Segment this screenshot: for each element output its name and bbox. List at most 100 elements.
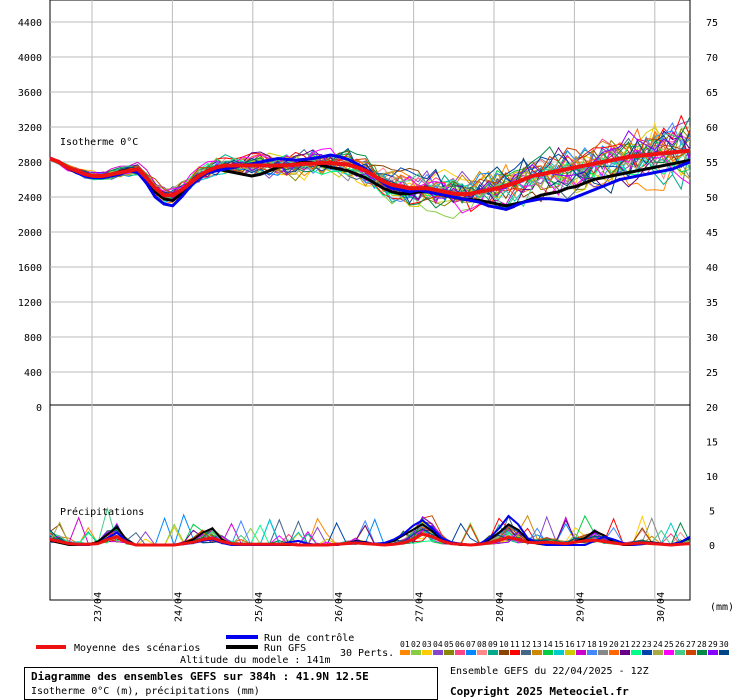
member-swatch bbox=[631, 650, 641, 655]
member-number: 16 bbox=[565, 640, 575, 649]
member-swatch bbox=[664, 650, 674, 655]
members-label: 30 Perts. bbox=[340, 648, 394, 659]
footer-info-box: Diagramme des ensembles GEFS sur 384h : … bbox=[24, 667, 438, 700]
member-swatch bbox=[609, 650, 619, 655]
member-swatch bbox=[708, 650, 718, 655]
member-number: 04 bbox=[433, 640, 443, 649]
member-swatch bbox=[422, 650, 432, 655]
member-number: 24 bbox=[653, 640, 663, 649]
y-left-tick: 800 bbox=[24, 333, 42, 344]
member-swatch bbox=[400, 650, 410, 655]
y-left-tick: 1200 bbox=[18, 298, 42, 309]
member-swatch bbox=[620, 650, 630, 655]
member-swatch bbox=[455, 650, 465, 655]
y-left-tick: 2000 bbox=[18, 228, 42, 239]
isotherm-label: Isotherme 0°C bbox=[60, 137, 138, 148]
y-right-tick: 75 bbox=[706, 18, 718, 29]
y-left-tick: 2400 bbox=[18, 193, 42, 204]
precip-label: Précipitations bbox=[60, 506, 144, 518]
member-number: 30 bbox=[719, 640, 729, 649]
y-right-tick: 70 bbox=[706, 53, 718, 64]
member-swatch bbox=[719, 650, 729, 655]
x-date-label: 26/04 bbox=[334, 592, 345, 622]
ensemble-date: Ensemble GEFS du 22/04/2025 - 12Z bbox=[450, 666, 649, 677]
copyright: Copyright 2025 Meteociel.fr bbox=[450, 685, 629, 698]
footer-subtitle: Isotherme 0°C (m), précipitations (mm) bbox=[31, 686, 260, 697]
member-number: 28 bbox=[697, 640, 707, 649]
y-right-tick: 30 bbox=[706, 333, 718, 344]
member-number: 07 bbox=[466, 640, 476, 649]
member-color-key: 01 02 03 04 05 06 07 08 09 10 11 12 13 14 15 16 17 18 19 20… bbox=[400, 640, 729, 655]
member-swatch bbox=[565, 650, 575, 655]
member-number: 13 bbox=[532, 640, 542, 649]
member-isotherm-line bbox=[49, 114, 691, 213]
member-swatch bbox=[444, 650, 454, 655]
precip-right-tick: 5 bbox=[709, 507, 715, 518]
member-number: 23 bbox=[642, 640, 652, 649]
member-swatch bbox=[411, 650, 421, 655]
y-right-tick: 35 bbox=[706, 298, 718, 309]
member-swatch bbox=[653, 650, 663, 655]
member-number: 17 bbox=[576, 640, 586, 649]
y-left-tick: 2800 bbox=[18, 158, 42, 169]
member-swatch bbox=[488, 650, 498, 655]
y-right-tick: 60 bbox=[706, 123, 718, 134]
axis-labels-layer: 4400400036003200280024002000160012008004… bbox=[18, 18, 718, 622]
member-swatch bbox=[521, 650, 531, 655]
x-date-label: 25/04 bbox=[254, 592, 265, 622]
x-date-label: 29/04 bbox=[575, 592, 586, 622]
y-left-tick: 1600 bbox=[18, 263, 42, 274]
member-number: 27 bbox=[686, 640, 696, 649]
member-swatch bbox=[598, 650, 608, 655]
member-swatch bbox=[543, 650, 553, 655]
y-left-tick: 3200 bbox=[18, 123, 42, 134]
footer-title: Diagramme des ensembles GEFS sur 384h : … bbox=[31, 670, 369, 683]
upper-panel-frame bbox=[49, 0, 691, 406]
legend-control-label: Run de contrôle bbox=[264, 632, 354, 644]
member-swatch bbox=[554, 650, 564, 655]
member-number: 08 bbox=[477, 640, 487, 649]
member-swatch bbox=[532, 650, 542, 655]
member-number: 10 bbox=[499, 640, 509, 649]
legend-gfs-label: Run GFS bbox=[264, 643, 306, 654]
member-number: 25 bbox=[664, 640, 674, 649]
member-swatch bbox=[433, 650, 443, 655]
member-number: 03 bbox=[422, 640, 432, 649]
main-lines-layer bbox=[49, 148, 691, 547]
member-number: 26 bbox=[675, 640, 685, 649]
y-right-tick: 50 bbox=[706, 193, 718, 204]
y-right-tick: 20 bbox=[706, 403, 718, 414]
x-date-label: 27/04 bbox=[415, 592, 426, 622]
member-number: 21 bbox=[620, 640, 630, 649]
lower-panel-frame bbox=[49, 404, 691, 601]
y-right-tick: 25 bbox=[706, 368, 718, 379]
x-date-label: 28/04 bbox=[495, 592, 506, 622]
gfs-isotherm-line bbox=[49, 157, 691, 208]
y-left-tick: 3600 bbox=[18, 88, 42, 99]
member-swatch bbox=[642, 650, 652, 655]
y-left-tick: 4400 bbox=[18, 18, 42, 29]
precip-right-tick: 15 bbox=[706, 438, 718, 449]
member-number: 06 bbox=[455, 640, 465, 649]
member-swatch bbox=[477, 650, 487, 655]
y-left-tick: 0 bbox=[36, 403, 42, 414]
y-right-tick: 45 bbox=[706, 228, 718, 239]
member-swatch bbox=[697, 650, 707, 655]
member-swatch bbox=[510, 650, 520, 655]
member-swatch bbox=[576, 650, 586, 655]
member-number: 02 bbox=[411, 640, 421, 649]
member-number: 01 bbox=[400, 640, 410, 649]
member-number: 05 bbox=[444, 640, 454, 649]
member-swatch bbox=[466, 650, 476, 655]
mean-isotherm-line bbox=[49, 148, 691, 198]
altitude-text: Altitude du modele : 141m bbox=[180, 655, 331, 666]
y-right-tick: 40 bbox=[706, 263, 718, 274]
y-right-tick: 55 bbox=[706, 158, 718, 169]
member-number: 09 bbox=[488, 640, 498, 649]
member-number: 22 bbox=[631, 640, 641, 649]
y-left-tick: 400 bbox=[24, 368, 42, 379]
member-number: 12 bbox=[521, 640, 531, 649]
precip-right-tick: 0 bbox=[709, 541, 715, 552]
member-number: 14 bbox=[543, 640, 553, 649]
